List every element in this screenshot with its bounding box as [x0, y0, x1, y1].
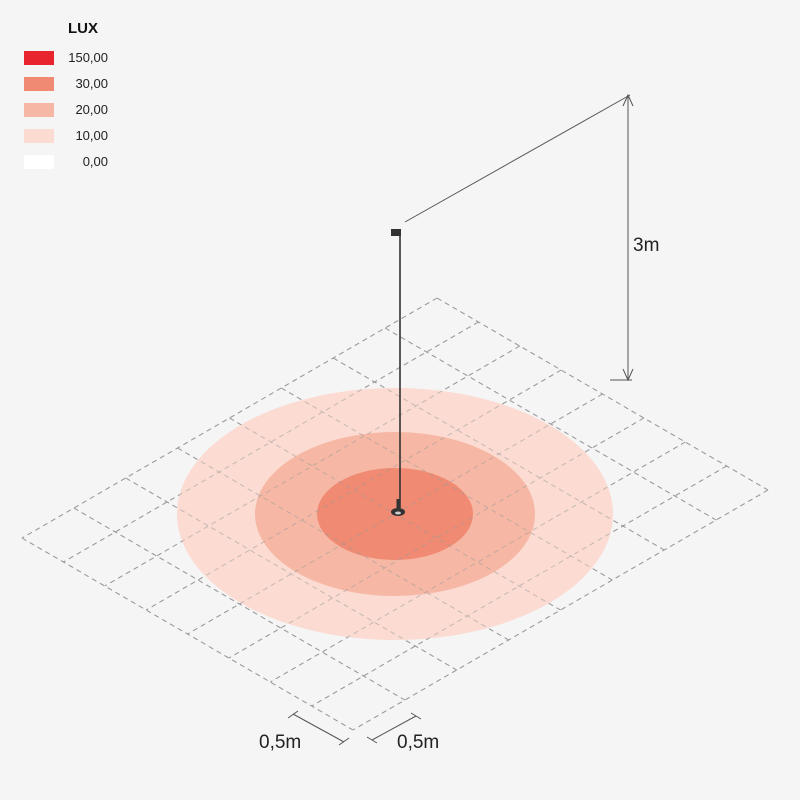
- pendant-luminaire: [391, 229, 405, 516]
- grid-line: [21, 537, 354, 731]
- grid-line: [21, 297, 438, 539]
- legend-item: 20,00: [24, 102, 114, 118]
- grid-spacing-dimension-x: 0,5m: [259, 710, 350, 753]
- legend-item: 150,00: [24, 50, 114, 66]
- grid-spacing-label-x: 0,5m: [259, 732, 301, 753]
- lamp-head-light: [395, 511, 401, 515]
- grid-line: [311, 465, 727, 707]
- grid-line: [269, 441, 686, 683]
- height-label: 3m: [633, 235, 659, 256]
- legend-value: 10,00: [75, 128, 108, 143]
- legend-title: LUX: [68, 20, 98, 37]
- legend-item: 10,00: [24, 128, 114, 144]
- legend-swatch: [24, 77, 54, 91]
- floor-grid-overlay: [21, 297, 769, 731]
- grid-line: [73, 507, 406, 701]
- legend-item: 30,00: [24, 76, 114, 92]
- legend-value: 30,00: [75, 76, 108, 91]
- legend-value: 150,00: [68, 50, 108, 65]
- legend-item: 0,00: [24, 154, 114, 170]
- grid-spacing-dimension-y: 0,5m: [366, 712, 439, 753]
- legend-swatch: [24, 129, 54, 143]
- grid-line: [177, 447, 509, 641]
- legend-value: 0,00: [82, 154, 108, 169]
- grid-line: [125, 477, 458, 671]
- grid-line: [104, 345, 521, 587]
- grid-line: [63, 321, 479, 563]
- legend-swatch: [24, 51, 54, 65]
- grid-line: [145, 369, 562, 611]
- grid-line: [352, 489, 769, 731]
- grid-spacing-label-y: 0,5m: [397, 732, 439, 753]
- legend-swatch: [24, 155, 54, 169]
- height-dimension: 3m: [404, 93, 659, 382]
- lamp-neck: [396, 499, 400, 509]
- legend-swatch: [24, 103, 54, 117]
- grid-line: [228, 417, 645, 659]
- grid-line: [187, 393, 603, 635]
- grid-line: [281, 387, 613, 581]
- grid-line: [384, 327, 717, 521]
- legend-value: 20,00: [75, 102, 108, 117]
- ceiling-canopy-body: [391, 229, 401, 236]
